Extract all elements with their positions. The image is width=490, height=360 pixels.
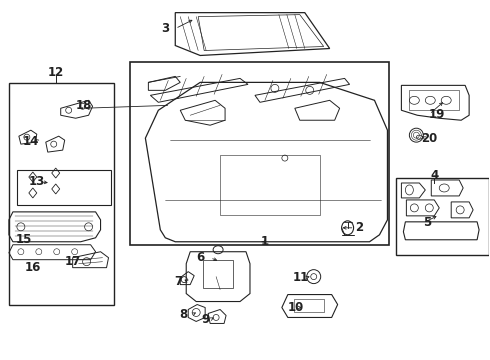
Text: 13: 13 — [29, 175, 45, 189]
Text: 6: 6 — [196, 251, 204, 264]
Text: 5: 5 — [423, 216, 431, 229]
Text: 19: 19 — [429, 108, 445, 121]
Text: 7: 7 — [174, 275, 182, 288]
Text: 12: 12 — [48, 66, 64, 79]
Bar — [9, 84, 114, 305]
Bar — [409, 90, 459, 110]
Text: 3: 3 — [161, 22, 170, 35]
Text: 16: 16 — [24, 261, 41, 274]
Text: 17: 17 — [65, 255, 81, 268]
Bar — [130, 62, 390, 245]
Text: 1: 1 — [261, 235, 269, 248]
Text: 4: 4 — [430, 168, 439, 181]
Bar — [203, 260, 233, 288]
Text: 10: 10 — [288, 301, 304, 314]
Bar — [294, 298, 324, 312]
Text: 18: 18 — [75, 99, 92, 112]
Text: 8: 8 — [179, 308, 187, 321]
Bar — [220, 155, 319, 215]
Bar — [17, 170, 111, 205]
Text: 11: 11 — [293, 271, 309, 284]
Text: 20: 20 — [421, 132, 438, 145]
Text: 2: 2 — [355, 221, 364, 234]
Text: 9: 9 — [201, 313, 209, 326]
Bar — [396, 178, 489, 255]
Text: 15: 15 — [16, 233, 32, 246]
Text: 14: 14 — [23, 135, 39, 148]
